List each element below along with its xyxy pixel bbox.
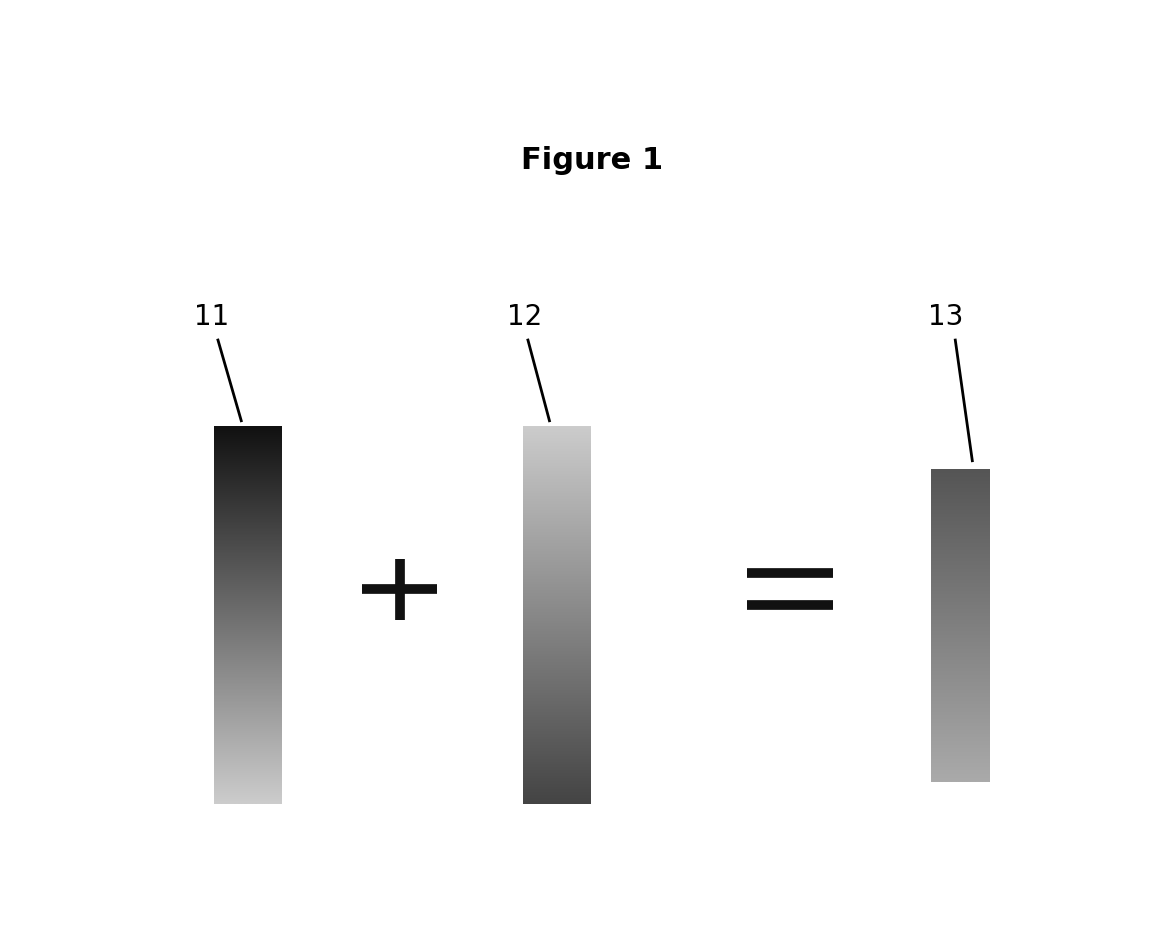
Text: Figure 1: Figure 1 — [521, 146, 664, 175]
Text: 12: 12 — [507, 303, 542, 331]
Text: 11: 11 — [194, 303, 229, 331]
Text: 13: 13 — [928, 303, 964, 331]
